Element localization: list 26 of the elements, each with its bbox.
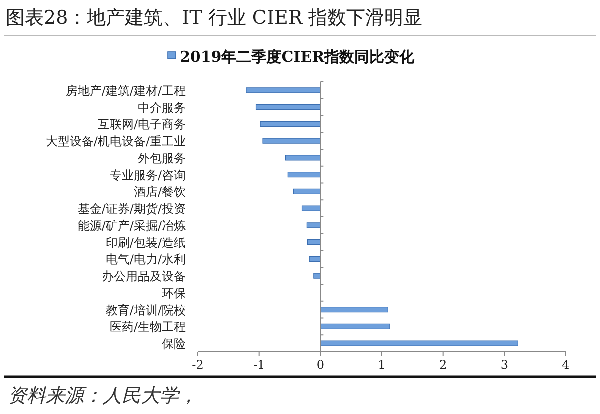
y-tick-label: 专业服务/咨询 <box>110 168 186 182</box>
y-tick-label: 大型设备/机电设备/重工业 <box>46 134 186 149</box>
y-tick-label: 能源/矿产/采掘/冶炼 <box>78 218 186 233</box>
y-tick-label: 办公用品及设备 <box>102 270 186 284</box>
y-tick-label: 环保 <box>162 286 186 300</box>
y-tick-label: 房地产/建筑/建材/工程 <box>66 84 186 98</box>
y-tick-label: 酒店/餐饮 <box>134 185 186 200</box>
x-tick-label: 1 <box>378 358 386 372</box>
x-tick-label: 3 <box>500 358 508 372</box>
x-tick-label: 2 <box>440 358 448 372</box>
y-tick-label: 印刷/包装/造纸 <box>106 236 186 250</box>
y-tick-label: 教育/培训/院校 <box>106 303 186 318</box>
y-tick-label: 医药/生物工程 <box>110 320 186 334</box>
y-tick-label: 外包服务 <box>138 151 186 166</box>
text: 资料来源：人民大学， <box>8 385 198 407</box>
legend: 2019年二季度CIER指数同比变化 <box>168 48 415 66</box>
y-tick-label: 互联网/电子商务 <box>98 118 186 132</box>
y-tick-label: 基金/证券/期货/投资 <box>78 202 186 216</box>
x-tick-label: 4 <box>562 358 570 372</box>
x-tick-label: -1 <box>253 358 266 372</box>
y-tick-label: 电气/电力/水利 <box>106 252 186 267</box>
y-tick-label: 保险 <box>162 337 186 352</box>
title: 图表28：地产建筑、IT 行业 CIER 指数下滑明显 <box>6 7 423 29</box>
x-tick-label: -2 <box>192 358 204 372</box>
x-tick-label: 0 <box>316 358 324 372</box>
y-tick-label: 中介服务 <box>138 100 186 115</box>
